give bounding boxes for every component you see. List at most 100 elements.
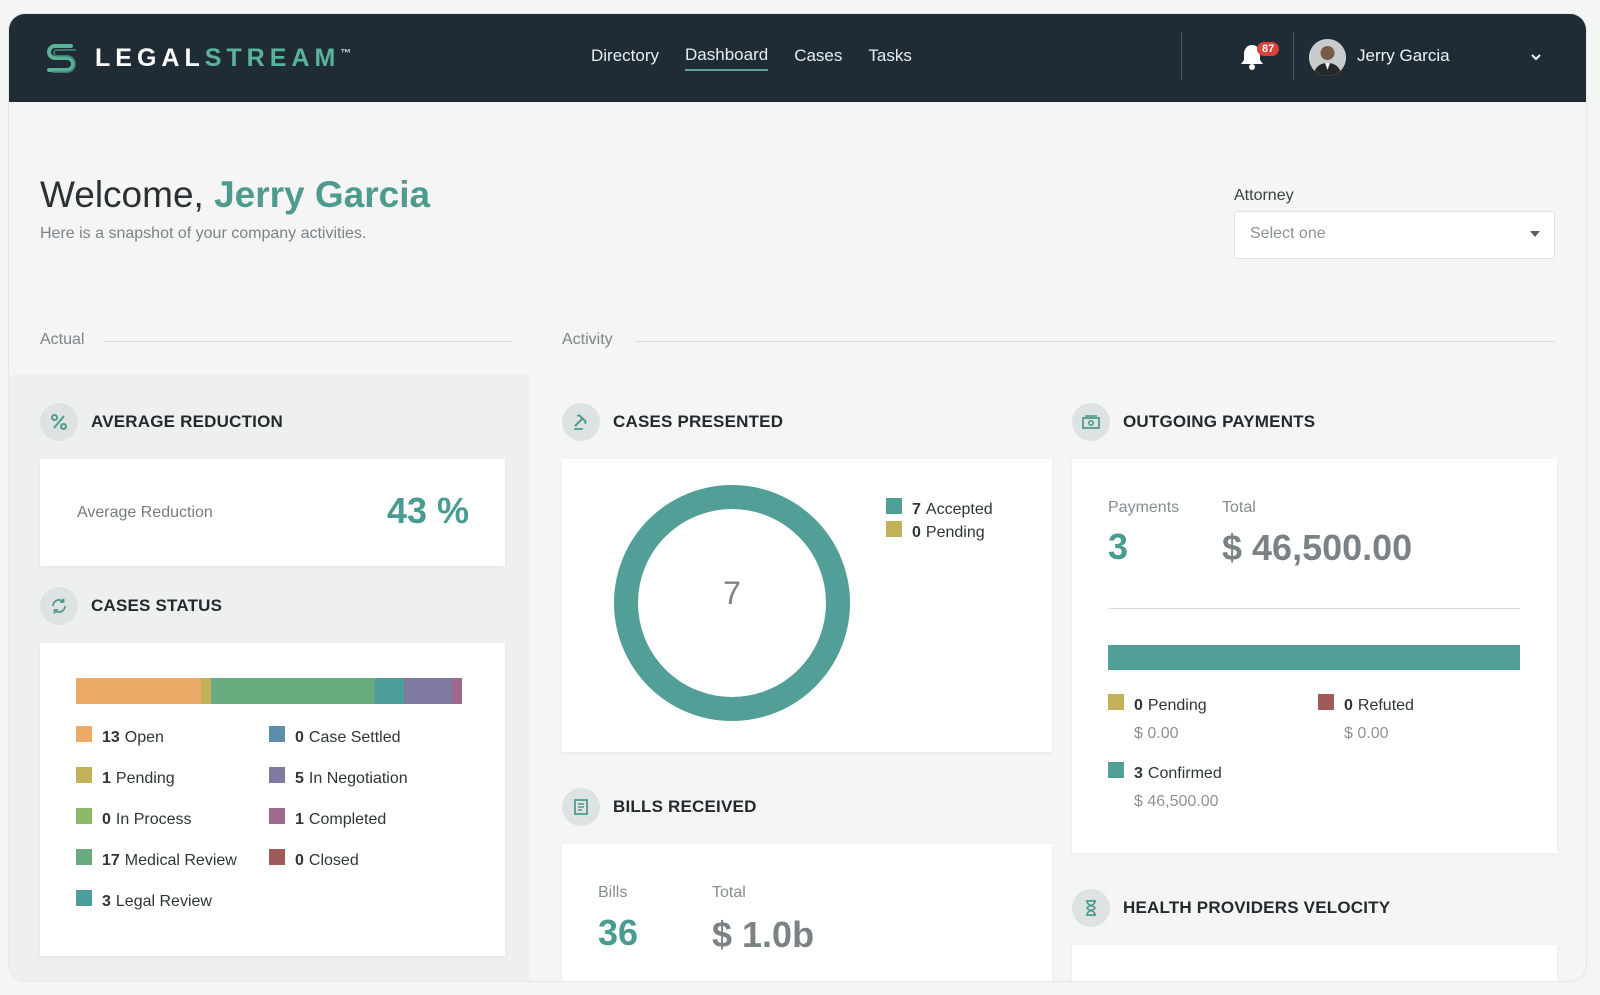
status-count: 1 bbox=[295, 811, 304, 828]
hourglass-icon bbox=[1072, 889, 1110, 927]
bills-received-card: Bills 36 Total $ 1.0b bbox=[562, 844, 1052, 981]
health-providers-title: HEALTH PROVIDERS VELOCITY bbox=[1123, 898, 1391, 917]
status-count: 0 bbox=[295, 852, 304, 869]
bills-label: Bills bbox=[598, 884, 628, 901]
bills-value: 36 bbox=[598, 912, 639, 953]
payments-label: Payments bbox=[1108, 499, 1180, 516]
status-legend-item: 13 Open bbox=[76, 726, 164, 747]
cases-status-header: CASES STATUS bbox=[40, 587, 222, 625]
payment-pending-amount: $ 0.00 bbox=[1134, 725, 1179, 742]
user-name[interactable]: Jerry Garcia bbox=[1357, 46, 1450, 65]
status-legend-item: 0 Case Settled bbox=[269, 726, 401, 747]
legend-swatch bbox=[269, 767, 285, 783]
legend-swatch bbox=[76, 808, 92, 824]
pending-label: Pending bbox=[925, 524, 985, 541]
bill-icon bbox=[562, 788, 600, 826]
payments-divider bbox=[1108, 608, 1520, 609]
attorney-label: Attorney bbox=[1234, 187, 1294, 204]
status-bar-segment bbox=[76, 678, 202, 704]
status-bar-segment bbox=[211, 678, 376, 704]
status-bar-segment bbox=[375, 678, 405, 704]
payment-confirmed-label: Confirmed bbox=[1147, 765, 1222, 782]
section-divider bbox=[103, 341, 513, 342]
legend-payment-pending: 0 Pending bbox=[1108, 694, 1207, 715]
attorney-select[interactable]: Select one bbox=[1234, 211, 1555, 259]
header-divider bbox=[1293, 32, 1294, 80]
legend-swatch bbox=[886, 498, 902, 514]
legend-payment-refuted: 0 Refuted bbox=[1318, 694, 1414, 715]
section-divider bbox=[635, 341, 1555, 342]
status-count: 5 bbox=[295, 770, 304, 787]
cases-presented-card: 7 7 Accepted 0 Pending bbox=[562, 459, 1052, 752]
status-label: Pending bbox=[115, 770, 175, 787]
outgoing-payments-card: Payments 3 Total $ 46,500.00 0 Pending $… bbox=[1072, 459, 1557, 853]
nav-tasks[interactable]: Tasks bbox=[868, 46, 912, 65]
legend-swatch bbox=[76, 767, 92, 783]
payments-value: 3 bbox=[1108, 526, 1129, 567]
accepted-label: Accepted bbox=[925, 501, 993, 518]
cases-status-title: CASES STATUS bbox=[91, 596, 223, 615]
legend-payment-confirmed: 3 Confirmed bbox=[1108, 762, 1222, 783]
average-reduction-title: AVERAGE REDUCTION bbox=[91, 412, 283, 431]
nav-dashboard[interactable]: Dashboard bbox=[685, 45, 769, 71]
payment-confirmed-count: 3 bbox=[1134, 765, 1143, 782]
legend-swatch bbox=[1108, 694, 1124, 710]
payment-refuted-label: Refuted bbox=[1357, 697, 1414, 714]
status-label: Legal Review bbox=[115, 893, 212, 910]
nav-directory[interactable]: Directory bbox=[591, 46, 660, 65]
brand-name: LEGALSTREAM™ bbox=[95, 44, 351, 73]
status-legend-item: 0 In Process bbox=[76, 808, 192, 829]
donut-total: 7 bbox=[723, 575, 741, 611]
status-legend-item: 0 Closed bbox=[269, 849, 359, 870]
legend-swatch bbox=[76, 726, 92, 742]
average-reduction-card: Average Reduction 43 % bbox=[40, 459, 505, 566]
outgoing-payments-title: OUTGOING PAYMENTS bbox=[1123, 412, 1316, 431]
brand-name-first: LEGAL bbox=[95, 43, 205, 72]
payment-refuted-amount: $ 0.00 bbox=[1344, 725, 1389, 742]
caret-down-icon bbox=[1530, 231, 1540, 237]
cases-status-bar bbox=[76, 678, 462, 704]
header-divider bbox=[1181, 32, 1182, 80]
status-legend-item: 1 Pending bbox=[76, 767, 175, 788]
main-nav: Directory Dashboard Cases Tasks bbox=[591, 14, 938, 102]
payments-total-label: Total bbox=[1222, 499, 1256, 516]
legend-swatch bbox=[269, 726, 285, 742]
health-providers-card bbox=[1072, 945, 1557, 981]
chevron-down-icon[interactable] bbox=[1529, 50, 1543, 64]
payment-refuted-count: 0 bbox=[1344, 697, 1353, 714]
legend-pending: 0 Pending bbox=[886, 521, 985, 542]
payment-pending-count: 0 bbox=[1134, 697, 1143, 714]
status-legend-item: 5 In Negotiation bbox=[269, 767, 408, 788]
cases-presented-title: CASES PRESENTED bbox=[613, 412, 784, 431]
section-activity: Activity bbox=[562, 331, 613, 348]
attorney-placeholder: Select one bbox=[1250, 225, 1326, 242]
user-photo bbox=[1309, 39, 1346, 76]
status-count: 3 bbox=[102, 893, 111, 910]
status-legend-item: 17 Medical Review bbox=[76, 849, 237, 870]
brand-logo[interactable]: LEGALSTREAM™ bbox=[41, 38, 351, 78]
donut-accepted-arc bbox=[614, 485, 850, 721]
average-reduction-label: Average Reduction bbox=[77, 504, 213, 521]
percent-icon bbox=[40, 403, 78, 441]
page-subtitle: Here is a snapshot of your company activ… bbox=[40, 225, 367, 242]
legend-swatch bbox=[1318, 694, 1334, 710]
status-label: Completed bbox=[308, 811, 387, 828]
cases-status-card: 13 Open 1 Pending 0 In Process 17 Medical Revie… bbox=[40, 643, 505, 956]
money-icon bbox=[1072, 403, 1110, 441]
status-count: 0 bbox=[102, 811, 111, 828]
average-reduction-header: AVERAGE REDUCTION bbox=[40, 403, 283, 441]
avatar[interactable] bbox=[1309, 39, 1346, 76]
accepted-count: 7 bbox=[912, 501, 921, 518]
status-count: 1 bbox=[102, 770, 111, 787]
pending-count: 0 bbox=[912, 524, 921, 541]
legend-swatch bbox=[76, 849, 92, 865]
status-bar-segment bbox=[452, 678, 462, 704]
gavel-icon bbox=[562, 403, 600, 441]
nav-cases[interactable]: Cases bbox=[794, 46, 843, 65]
status-count: 0 bbox=[295, 729, 304, 746]
section-actual: Actual bbox=[40, 331, 85, 348]
bills-received-title: BILLS RECEIVED bbox=[613, 797, 757, 816]
bills-total-label: Total bbox=[712, 884, 746, 901]
status-label: In Process bbox=[115, 811, 192, 828]
status-count: 13 bbox=[102, 729, 120, 746]
